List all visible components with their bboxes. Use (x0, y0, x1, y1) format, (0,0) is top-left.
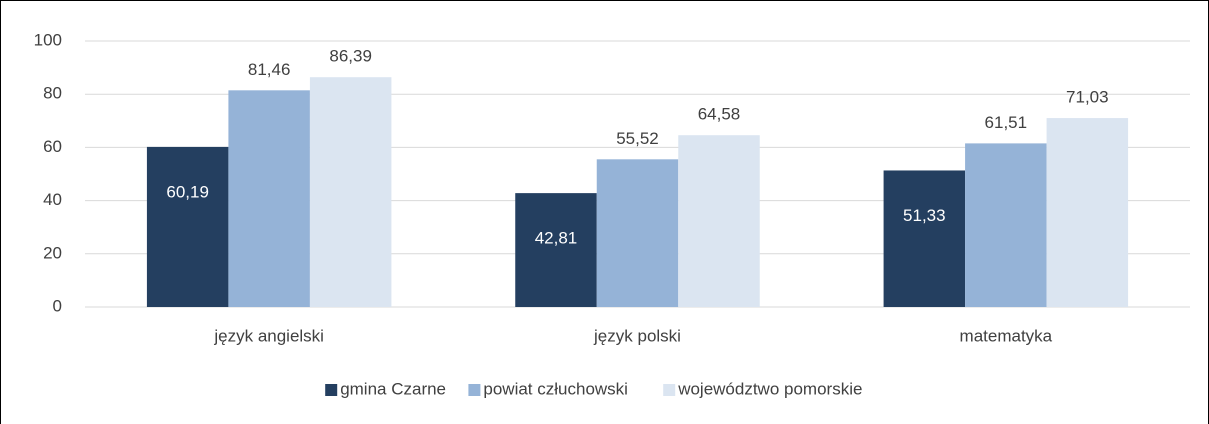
y-tick-label: 60 (43, 137, 62, 156)
bar (515, 193, 597, 307)
legend-label: gmina Czarne (340, 379, 446, 398)
legend-swatch (468, 384, 481, 396)
data-label: 55,52 (616, 129, 659, 148)
y-tick-label: 0 (53, 296, 62, 315)
bar (1046, 118, 1129, 307)
data-label: 71,03 (1066, 88, 1109, 107)
bar (228, 90, 310, 307)
bar (596, 159, 679, 307)
bar (883, 170, 966, 307)
data-label: 64,58 (698, 105, 741, 124)
data-label: 81,46 (248, 60, 291, 79)
y-tick-label: 40 (43, 190, 62, 209)
data-label: 42,81 (535, 229, 578, 248)
x-tick-label: język angielski (213, 326, 324, 345)
legend-swatch (663, 384, 676, 396)
x-tick-label: matematyka (960, 326, 1053, 345)
y-tick-label: 100 (34, 30, 62, 49)
y-tick-label: 80 (43, 84, 62, 103)
y-tick-label: 20 (43, 243, 62, 262)
legend-label: powiat człuchowski (483, 379, 628, 398)
bar (965, 143, 1047, 307)
data-label: 51,33 (903, 206, 946, 225)
legend-label: województwo pomorskie (677, 379, 862, 398)
data-label: 60,19 (166, 182, 209, 201)
x-tick-label: język polski (593, 326, 681, 345)
bar (678, 135, 760, 307)
legend-swatch (325, 384, 338, 396)
bar (309, 77, 392, 307)
bar (146, 146, 229, 307)
data-label: 61,51 (985, 113, 1028, 132)
data-label: 86,39 (329, 47, 372, 66)
